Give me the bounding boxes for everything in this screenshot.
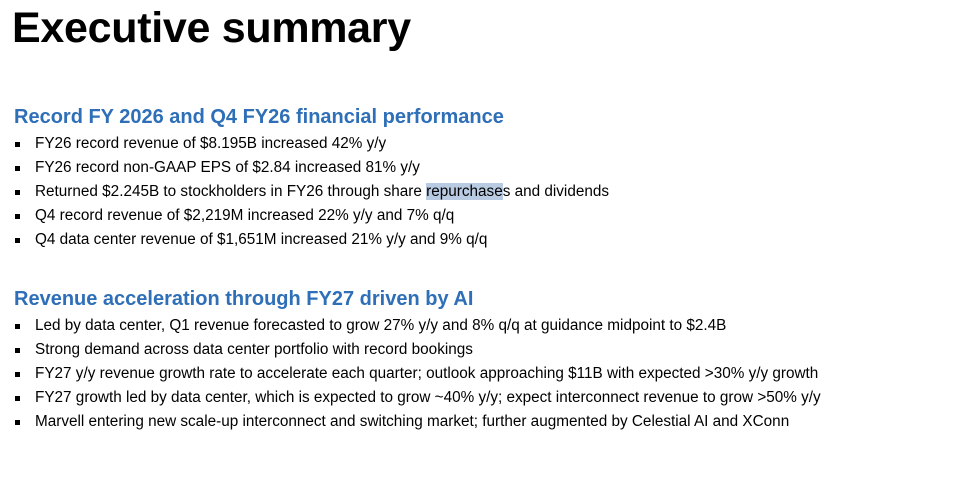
bullet-text-after: s and dividends: [502, 183, 610, 200]
bullet-item: FY26 record non-GAAP EPS of $2.84 increa…: [14, 156, 959, 180]
square-bullet-icon: [15, 142, 20, 147]
bullet-list: Led by data center, Q1 revenue forecaste…: [14, 314, 959, 434]
section-heading: Revenue acceleration through FY27 driven…: [14, 288, 474, 310]
bullet-item: Led by data center, Q1 revenue forecaste…: [14, 314, 959, 338]
bullet-text: Led by data center, Q1 revenue forecaste…: [35, 317, 727, 334]
square-bullet-icon: [15, 396, 20, 401]
section-revenue-acceleration: Revenue acceleration through FY27 driven…: [14, 284, 959, 434]
square-bullet-icon: [15, 238, 20, 243]
square-bullet-icon: [15, 348, 20, 353]
bullet-text: FY26 record revenue of $8.195B increased…: [35, 135, 387, 152]
square-bullet-icon: [15, 166, 20, 171]
bullet-text: Q4 data center revenue of $1,651M increa…: [35, 231, 488, 248]
bullet-text: FY27 y/y revenue growth rate to accelera…: [35, 365, 819, 382]
square-bullet-icon: [15, 214, 20, 219]
square-bullet-icon: [15, 190, 20, 195]
selected-text-highlight[interactable]: repurchase: [426, 183, 503, 200]
bullet-item: Returned $2.245B to stockholders in FY26…: [14, 180, 959, 204]
bullet-text: Q4 record revenue of $2,219M increased 2…: [35, 207, 455, 224]
bullet-list: FY26 record revenue of $8.195B increased…: [14, 132, 959, 252]
bullet-item: Strong demand across data center portfol…: [14, 338, 959, 362]
bullet-item: Q4 record revenue of $2,219M increased 2…: [14, 204, 959, 228]
bullet-item: FY26 record revenue of $8.195B increased…: [14, 132, 959, 156]
section-financial-performance: Record FY 2026 and Q4 FY26 financial per…: [14, 102, 959, 252]
bullet-text-before: Returned $2.245B to stockholders in FY26…: [35, 183, 427, 200]
bullet-item: Q4 data center revenue of $1,651M increa…: [14, 228, 959, 252]
bullet-item: FY27 growth led by data center, which is…: [14, 386, 959, 410]
square-bullet-icon: [15, 324, 20, 329]
page-title: Executive summary: [12, 4, 411, 52]
bullet-item: FY27 y/y revenue growth rate to accelera…: [14, 362, 959, 386]
bullet-text: Strong demand across data center portfol…: [35, 341, 473, 358]
bullet-text: FY26 record non-GAAP EPS of $2.84 increa…: [35, 159, 420, 176]
bullet-text: FY27 growth led by data center, which is…: [35, 389, 821, 406]
section-heading: Record FY 2026 and Q4 FY26 financial per…: [14, 106, 504, 128]
bullet-text: Marvell entering new scale-up interconne…: [35, 413, 790, 430]
square-bullet-icon: [15, 372, 20, 377]
bullet-item: Marvell entering new scale-up interconne…: [14, 410, 959, 434]
square-bullet-icon: [15, 420, 20, 425]
